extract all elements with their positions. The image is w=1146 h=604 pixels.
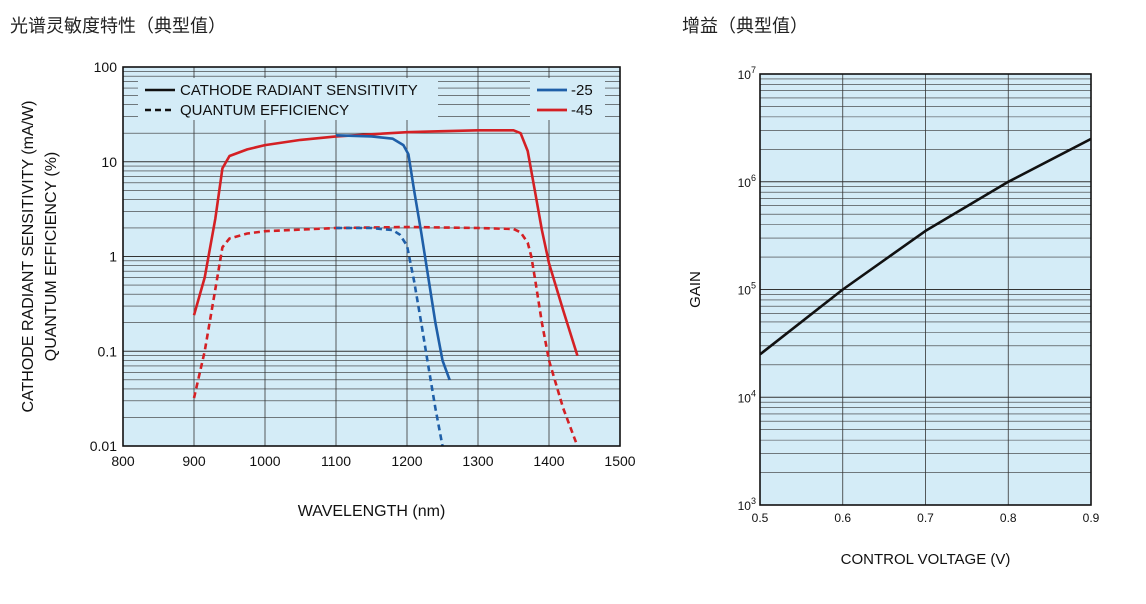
x-tick-label: 0.8 — [1000, 511, 1017, 525]
series-line-m25-dashed — [336, 226, 444, 446]
y-tick-label: 10 — [101, 154, 117, 170]
series-line-m45-solid — [192, 129, 579, 356]
y-tick-label: 1 — [109, 249, 117, 265]
y-axis-label: GAIN — [687, 271, 704, 308]
y-axis-label-secondary: QUANTUM EFFICIENCY (%) — [43, 152, 60, 361]
legend-label: -25 — [571, 82, 593, 99]
legend-label: -45 — [571, 102, 593, 119]
series-line-m45-dashed — [192, 225, 579, 446]
legend-colors: -25-45 — [530, 78, 605, 120]
right-chart-title: 增益（典型值） — [682, 16, 808, 37]
x-tick-label: 1200 — [391, 453, 422, 469]
y-tick-label: 0.01 — [90, 438, 117, 454]
x-tick-label: 1100 — [321, 453, 351, 469]
plot-frame — [122, 66, 621, 447]
y-axis-label: CATHODE RADIANT SENSITIVITY (mA/W) — [20, 100, 37, 412]
x-axis-label: CONTROL VOLTAGE (V) — [841, 551, 1011, 568]
x-tick-label: 0.7 — [917, 511, 934, 525]
x-tick-label: 0.5 — [752, 511, 769, 525]
series-line-m25-solid — [335, 134, 451, 381]
left-chart-title: 光谱灵敏度特性（典型值） — [10, 16, 226, 37]
legend-line-style: CATHODE RADIANT SENSITIVITY QUANTUM EFFIC… — [138, 78, 438, 120]
x-tick-label: 1000 — [249, 453, 280, 469]
x-tick-label: 0.6 — [834, 511, 851, 525]
x-tick-label: 900 — [182, 453, 206, 469]
x-tick-label: 1400 — [533, 453, 564, 469]
plot-frame — [759, 73, 1092, 506]
y-tick-label: 103 — [738, 496, 756, 513]
spectral-sensitivity-chart: 800 900 1000 1100 1200 1300 1400 15000.010.1110… — [20, 59, 636, 520]
series-line-gain-solid — [760, 137, 1091, 356]
legend-bg — [530, 78, 605, 120]
x-tick-label: 1500 — [604, 453, 635, 469]
y-tick-label: 106 — [738, 173, 756, 190]
legend-bg — [138, 78, 438, 120]
x-tick-label: 1300 — [462, 453, 493, 469]
gain-chart: 0.5 0.6 0.7 0.8 0.9 103 104 105 106 107 CONTROL VO… — [687, 65, 1100, 568]
y-tick-label: 100 — [94, 59, 118, 75]
x-axis-label: WAVELENGTH (nm) — [298, 503, 446, 520]
y-tick-label: 107 — [738, 65, 756, 82]
x-tick-label: 800 — [111, 453, 135, 469]
y-tick-label: 104 — [738, 388, 756, 405]
x-tick-label: 0.9 — [1083, 511, 1100, 525]
legend-label: CATHODE RADIANT SENSITIVITY — [180, 82, 418, 99]
y-tick-label: 0.1 — [98, 343, 118, 359]
legend-label: QUANTUM EFFICIENCY — [180, 102, 349, 119]
y-tick-label: 105 — [738, 281, 756, 298]
